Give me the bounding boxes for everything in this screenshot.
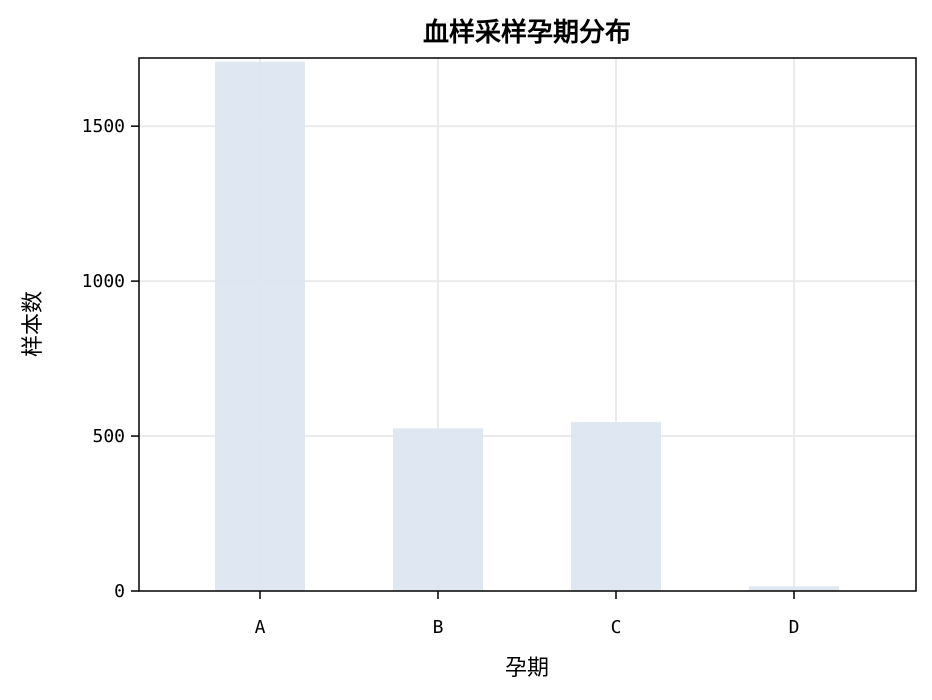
x-tick-label: D — [789, 617, 800, 638]
bars-layer — [215, 61, 839, 591]
plot-frame — [138, 57, 917, 592]
bar — [571, 422, 661, 591]
y-axis-label: 样本数 — [21, 291, 46, 357]
bar — [749, 586, 839, 591]
x-tick-label: A — [255, 617, 266, 638]
bar — [215, 61, 305, 591]
y-tick-label: 1500 — [82, 116, 125, 137]
x-tick-label: B — [433, 617, 444, 638]
bar — [393, 428, 483, 591]
chart-title: 血样采样孕期分布 — [423, 17, 631, 48]
ticks-layer: 0 500 1000 1500 A B C D — [82, 116, 800, 638]
x-axis-label: 孕期 — [505, 656, 549, 681]
y-tick-label: 500 — [92, 426, 125, 447]
y-tick-label: 1000 — [82, 271, 125, 292]
y-tick-label: 0 — [114, 581, 125, 602]
x-tick-label: C — [611, 617, 622, 638]
